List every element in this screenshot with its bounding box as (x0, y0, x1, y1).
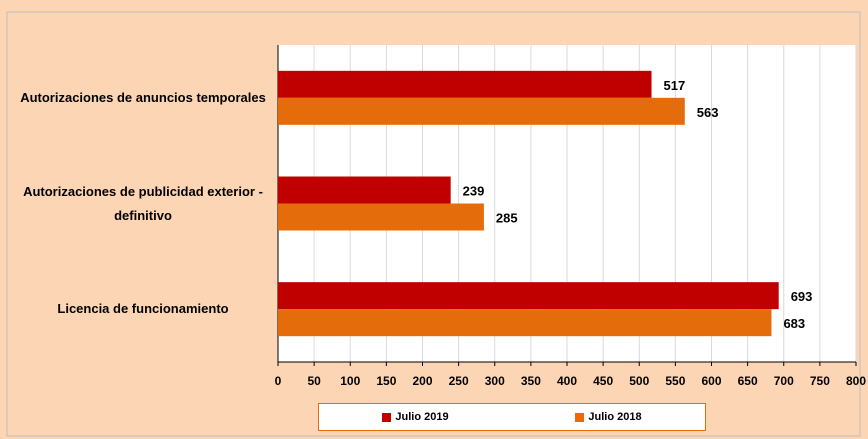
legend-label: Julio 2018 (588, 411, 642, 423)
x-tick-label: 550 (665, 374, 685, 388)
x-tick-label: 400 (557, 374, 577, 388)
x-tick-label: 0 (275, 374, 282, 388)
category-label: Licencia de funcionamiento (57, 301, 229, 317)
value-label: 285 (496, 210, 518, 225)
bar (278, 203, 484, 231)
bar (278, 282, 779, 310)
category-label: Autorizaciones de anuncios temporales (20, 89, 266, 105)
x-tick-label: 150 (376, 374, 396, 388)
value-label: 563 (697, 105, 719, 120)
legend-item: Julio 2018 (575, 411, 642, 423)
x-tick-label: 700 (774, 374, 794, 388)
bar (278, 176, 451, 204)
x-tick-label: 650 (738, 374, 758, 388)
value-label: 239 (463, 183, 485, 198)
legend-item: Julio 2019 (382, 411, 449, 423)
x-tick-label: 100 (340, 374, 360, 388)
legend-label: Julio 2019 (395, 411, 449, 423)
value-label: 517 (664, 78, 686, 93)
legend-swatch (382, 412, 392, 422)
bar (278, 97, 685, 125)
x-tick-label: 350 (521, 374, 541, 388)
legend: Julio 2019 Julio 2018 (318, 403, 706, 431)
category-label: Autorizaciones de publicidad exterior - … (23, 183, 263, 223)
bar (278, 309, 772, 337)
value-label: 693 (791, 289, 813, 304)
x-tick-label: 50 (307, 374, 321, 388)
bar (278, 70, 652, 98)
x-tick-label: 800 (846, 374, 866, 388)
x-tick-label: 500 (629, 374, 649, 388)
x-tick-label: 250 (449, 374, 469, 388)
value-label: 683 (783, 316, 805, 331)
legend-swatch (575, 412, 585, 422)
x-tick-label: 450 (593, 374, 613, 388)
x-tick-label: 200 (412, 374, 432, 388)
x-tick-label: 300 (485, 374, 505, 388)
x-tick-label: 750 (810, 374, 830, 388)
chart-border (6, 11, 861, 437)
x-tick-label: 600 (701, 374, 721, 388)
